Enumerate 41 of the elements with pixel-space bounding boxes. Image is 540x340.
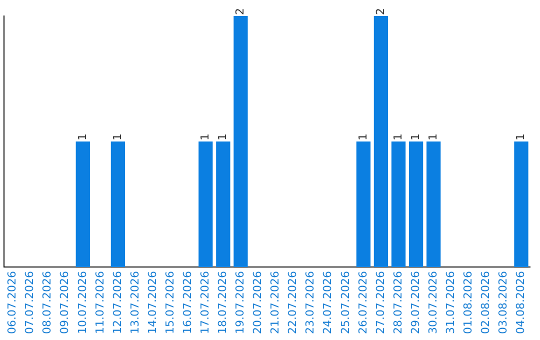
x-tick-label: 10.07.2026 [76, 271, 89, 334]
x-tick-label: 09.07.2026 [58, 271, 72, 334]
x-tick-label: 25.07.2026 [338, 271, 352, 334]
x-tick-label: 21.07.2026 [268, 271, 282, 334]
x-tick-label: 11.07.2026 [93, 271, 106, 334]
data-label: 2 [234, 8, 247, 15]
data-label: 1 [426, 134, 440, 141]
data-label: 1 [408, 134, 422, 141]
x-tick-label: 17.07.2026 [198, 271, 212, 334]
x-tick-label: 13.07.2026 [128, 271, 142, 334]
data-label: 1 [356, 134, 370, 141]
x-tick-label: 27.07.2026 [374, 271, 387, 334]
x-tick-label: 16.07.2026 [180, 271, 194, 334]
x-tick-label: 29.07.2026 [408, 271, 422, 334]
x-tick-label: 31.07.2026 [444, 271, 457, 334]
x-tick-label: 18.07.2026 [216, 271, 230, 334]
data-label: 1 [76, 134, 89, 141]
x-tick-label: 07.07.2026 [23, 271, 36, 334]
x-tick-label: 03.08.2026 [496, 271, 510, 334]
x-tick-label: 02.08.2026 [479, 271, 492, 334]
x-tick-label: 24.07.2026 [321, 271, 334, 334]
data-label: 1 [514, 134, 528, 141]
x-tick-label: 20.07.2026 [251, 271, 264, 334]
x-tick-label: 08.07.2026 [40, 271, 54, 334]
x-tick-label: 19.07.2026 [234, 271, 247, 334]
x-tick-label: 12.07.2026 [110, 271, 124, 334]
x-tick-label: 15.07.2026 [163, 271, 176, 334]
x-tick-label: 23.07.2026 [304, 271, 317, 334]
x-tick-label: 28.07.2026 [391, 271, 404, 334]
x-tick-label: 04.08.2026 [514, 271, 528, 334]
data-label: 2 [374, 8, 387, 15]
data-label: 1 [216, 134, 230, 141]
data-label: 1 [391, 134, 404, 141]
x-tick-label: 26.07.2026 [356, 271, 370, 334]
data-label: 1 [198, 134, 212, 141]
data-label: 1 [110, 134, 124, 141]
x-tick-label: 22.07.2026 [286, 271, 300, 334]
x-tick-label: 01.08.2026 [461, 271, 474, 334]
x-tick-label: 06.07.2026 [6, 271, 19, 334]
x-tick-label: 30.07.2026 [426, 271, 440, 334]
x-tick-label: 14.07.2026 [146, 271, 159, 334]
